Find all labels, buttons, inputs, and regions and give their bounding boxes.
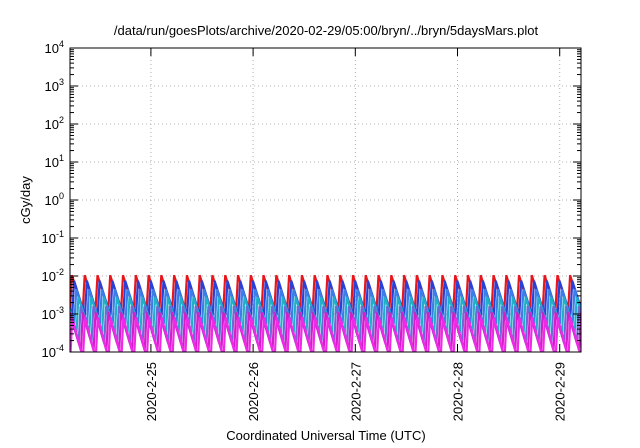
series-layer — [70, 274, 581, 352]
y-tick-label: 102 — [45, 115, 64, 132]
y-tick-label: 101 — [45, 153, 64, 170]
y-tick-label-exponent: 0 — [59, 191, 64, 201]
y-tick-label-base: 10 — [45, 117, 59, 132]
x-tick-label: 2020-2-25 — [144, 362, 159, 421]
x-tick-label: 2020-2-27 — [348, 362, 363, 421]
y-axis-label: cGy/day — [18, 176, 33, 224]
y-tick-label-base: 10 — [45, 41, 59, 56]
y-tick-label-exponent: 4 — [59, 39, 64, 49]
y-tick-label-base: 10 — [45, 155, 59, 170]
axis-ticks — [70, 47, 581, 353]
y-tick-label: 104 — [45, 39, 64, 56]
y-tick-label-base: 10 — [45, 79, 59, 94]
y-tick-label-exponent: 3 — [59, 77, 64, 87]
x-tick-label: 2020-2-29 — [553, 362, 568, 421]
y-tick-label: 100 — [45, 191, 64, 208]
y-tick-label-base: 10 — [45, 193, 59, 208]
y-tick-label-exponent: -1 — [56, 229, 64, 239]
y-tick-label: 10-1 — [42, 229, 64, 246]
y-tick-label-exponent: -4 — [56, 343, 64, 353]
y-tick-label: 10-3 — [42, 305, 64, 322]
x-tick-labels: 2020-2-25 2020-2-26 2020-2-27 2020-2-28 2020… — [144, 362, 568, 421]
y-tick-label: 10-4 — [42, 343, 64, 360]
y-tick-label: 10-2 — [42, 267, 64, 284]
y-tick-label-exponent: -3 — [56, 305, 64, 315]
y-tick-label-exponent: 2 — [59, 115, 64, 125]
y-tick-label-base: 10 — [42, 269, 56, 284]
y-tick-label-exponent: -2 — [56, 267, 64, 277]
y-tick-label: 103 — [45, 77, 64, 94]
x-axis-label: Coordinated Universal Time (UTC) — [226, 428, 425, 443]
x-tick-label: 2020-2-26 — [246, 362, 261, 421]
y-tick-label-base: 10 — [42, 307, 56, 322]
chart-title: /data/run/goesPlots/archive/2020-02-29/0… — [114, 23, 539, 38]
y-tick-label-exponent: 1 — [59, 153, 64, 163]
grid — [70, 48, 581, 352]
x-tick-label: 2020-2-28 — [451, 362, 466, 421]
y-tick-label-base: 10 — [42, 231, 56, 246]
y-tick-label-base: 10 — [42, 345, 56, 360]
